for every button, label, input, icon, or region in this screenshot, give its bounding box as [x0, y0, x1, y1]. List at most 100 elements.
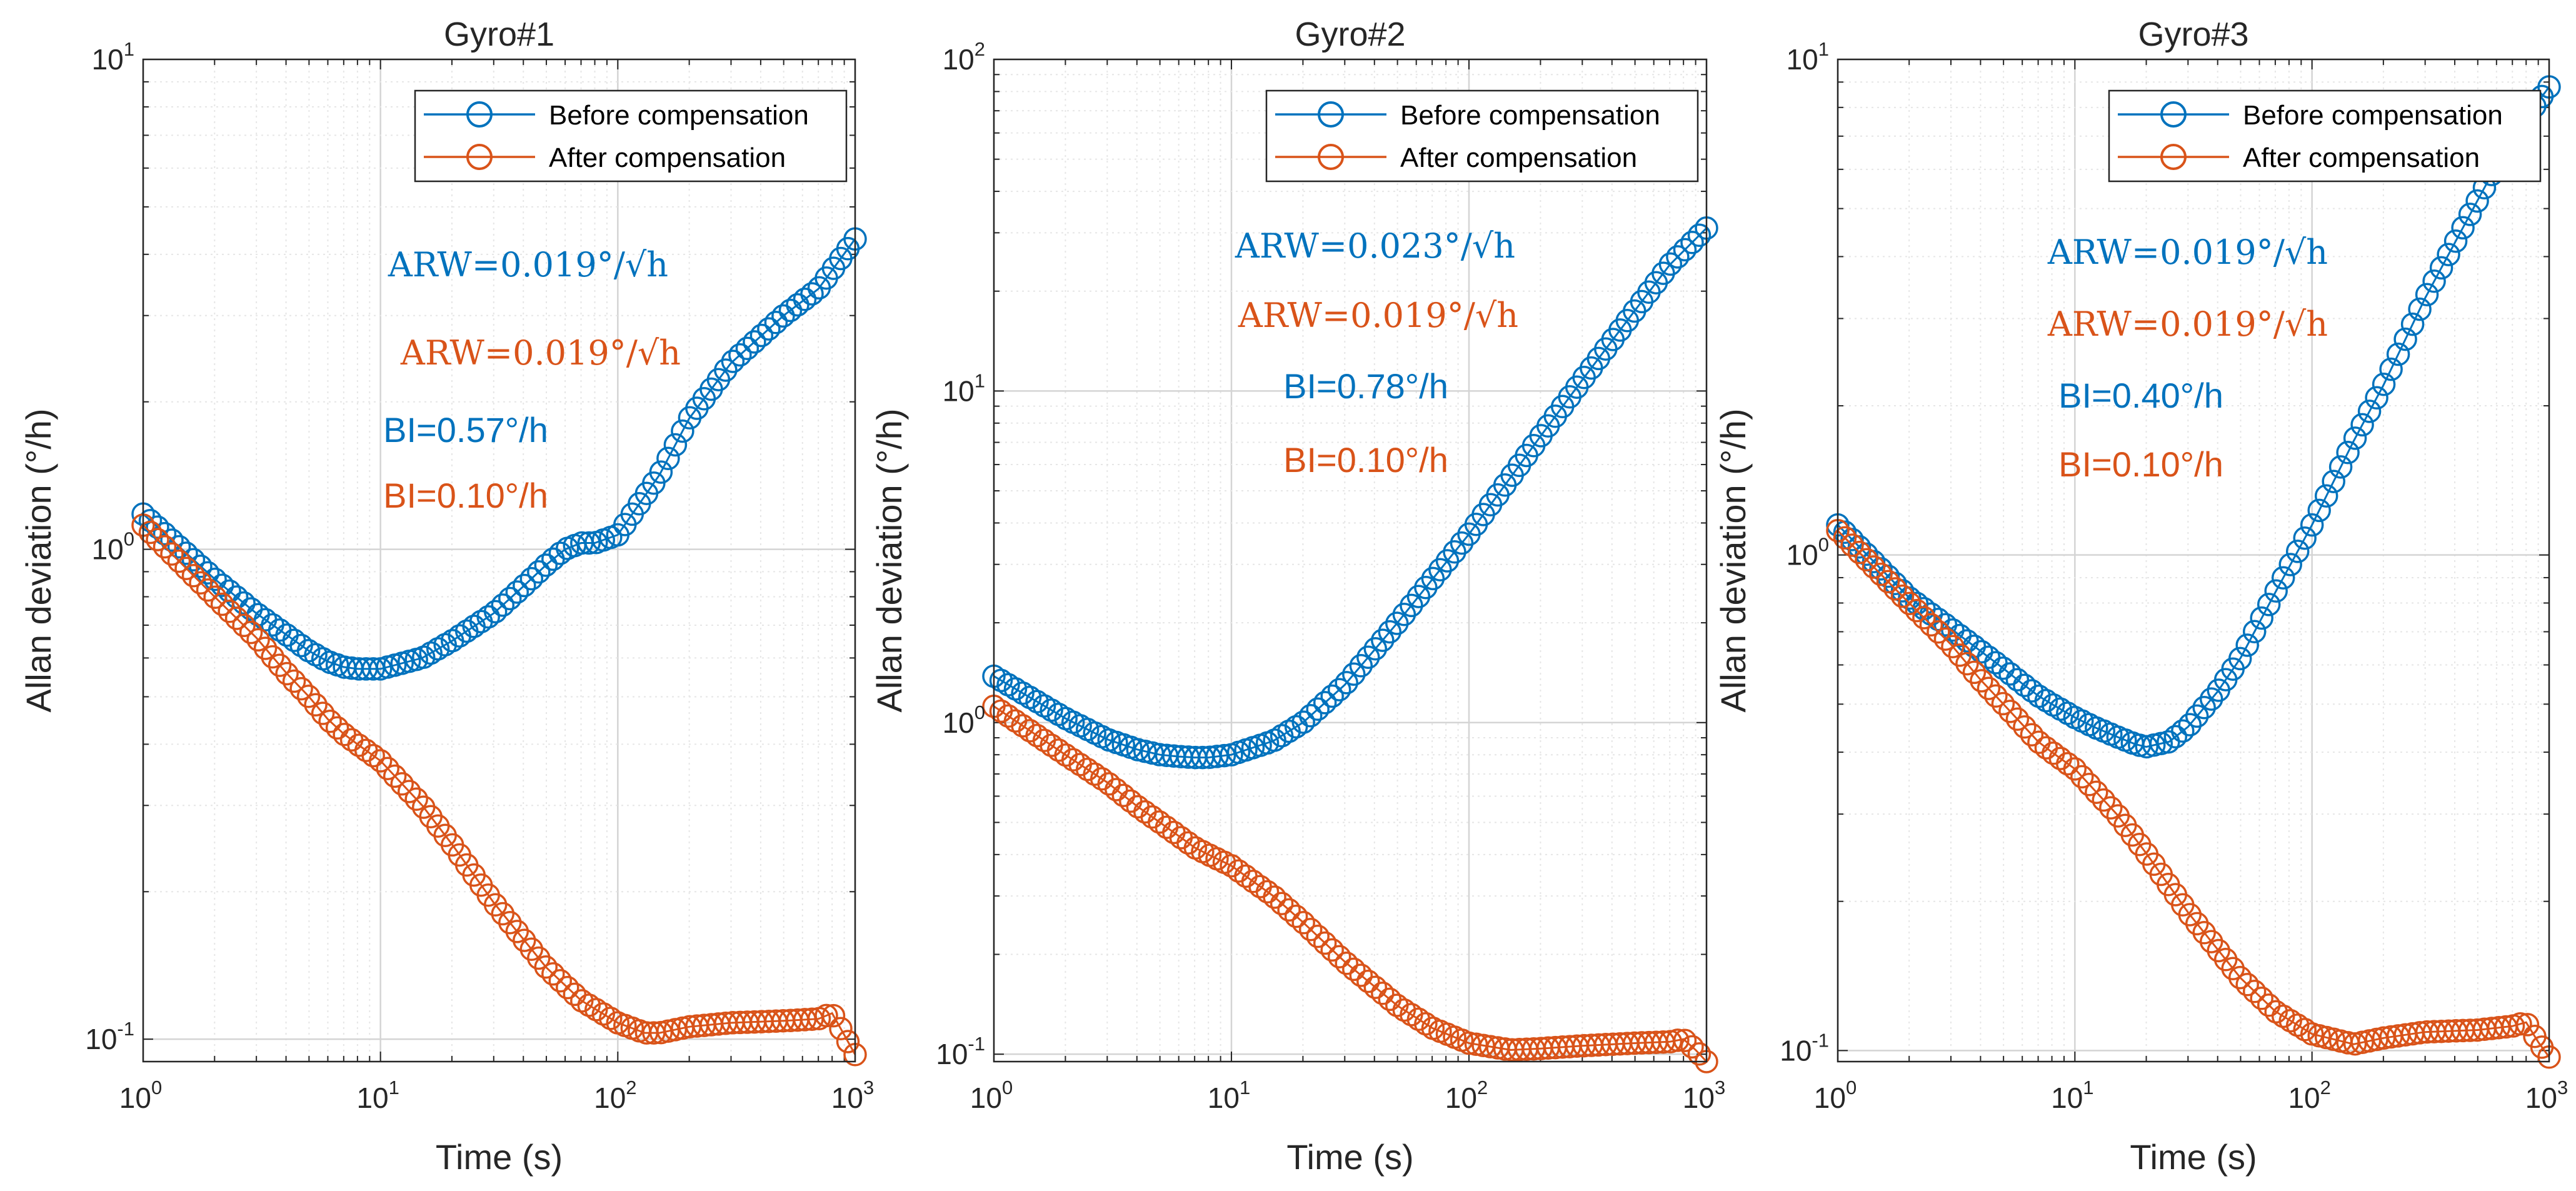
- data-point: [1385, 611, 1409, 635]
- data-point: [1327, 678, 1351, 701]
- data-point: [534, 955, 558, 979]
- data-point: [1862, 555, 1886, 579]
- legend: Before compensation After compensation: [2108, 89, 2542, 183]
- data-point: [232, 613, 256, 638]
- data-point: [325, 716, 349, 740]
- data-point: [1905, 598, 1929, 623]
- data-point: [505, 920, 529, 943]
- data-point: [728, 343, 752, 367]
- panel-gyro-2: 100 101 102 103 10-1 100 101 102 Gyro#2 Time (s) A…: [870, 16, 1725, 1177]
- series-after-compensation: [1826, 518, 2561, 1069]
- data-point: [2242, 980, 2267, 1003]
- data-point: [2372, 372, 2396, 396]
- data-point: [2293, 526, 2317, 550]
- data-point: [1111, 783, 1136, 807]
- data-point: [296, 684, 321, 708]
- x-tick-label: 100: [1814, 1077, 1857, 1114]
- data-point: [2451, 216, 2475, 240]
- annotation-arw-after: ARW=0.019°/√h: [1238, 296, 1518, 335]
- data-point: [749, 323, 774, 348]
- data-point: [1335, 671, 1358, 695]
- legend-marker: [2160, 101, 2187, 128]
- data-point: [275, 661, 299, 686]
- data-point: [1176, 831, 1200, 855]
- legend-marker: [1318, 101, 1344, 128]
- data-point: [2357, 400, 2382, 423]
- data-point: [1962, 660, 1987, 685]
- data-point: [1349, 654, 1373, 678]
- data-point: [153, 521, 177, 546]
- data-point: [210, 592, 234, 616]
- annotation-bi-before: BI=0.78°/h: [1283, 366, 1448, 406]
- y-tick-label: 100: [943, 701, 985, 739]
- data-point: [1658, 252, 1683, 276]
- data-point: [2264, 579, 2288, 603]
- data-point: [1919, 613, 1943, 637]
- data-point: [2350, 413, 2374, 437]
- data-point: [1680, 231, 1704, 254]
- data-point: [1855, 548, 1878, 572]
- data-point: [1313, 691, 1337, 715]
- y-axis-label: Allan deviation (°/h): [1713, 408, 1753, 712]
- data-point: [1991, 691, 2015, 716]
- data-point: [1912, 606, 1936, 630]
- x-axis-label: Time (s): [436, 1137, 563, 1177]
- data-point: [2386, 342, 2410, 366]
- data-point: [2063, 757, 2087, 781]
- x-tick-label: 103: [831, 1077, 874, 1114]
- data-point: [246, 628, 270, 652]
- data-point: [2458, 203, 2482, 226]
- y-axis-label: Allan deviation (°/h): [870, 408, 909, 712]
- data-point: [2085, 780, 2108, 804]
- axes-box: [1837, 58, 2550, 1063]
- data-point: [513, 573, 536, 598]
- data-point: [1284, 715, 1308, 739]
- plot-area: [1838, 59, 2549, 1062]
- data-point: [261, 645, 284, 669]
- data-point: [1255, 880, 1280, 904]
- data-point: [527, 946, 551, 970]
- x-tick-label: 102: [1445, 1077, 1488, 1114]
- data-point: [1428, 558, 1452, 581]
- y-tick-label: 10-1: [936, 1033, 985, 1070]
- x-tick-label: 102: [594, 1077, 636, 1114]
- data-point: [1876, 570, 1900, 594]
- data-point: [1984, 651, 2008, 675]
- data-point: [1933, 627, 1958, 651]
- data-point: [556, 975, 579, 1000]
- data-point: [2379, 357, 2403, 381]
- data-point: [2013, 715, 2037, 739]
- data-point: [1284, 904, 1308, 928]
- data-point: [2328, 455, 2353, 479]
- data-point: [167, 549, 191, 573]
- data-point: [527, 560, 551, 584]
- x-axis-label: Time (s): [1286, 1137, 1413, 1177]
- data-point: [2322, 470, 2345, 493]
- data-point: [671, 419, 694, 443]
- x-axis-label: Time (s): [2130, 1137, 2257, 1177]
- data-point: [1414, 1012, 1438, 1036]
- data-point: [498, 586, 522, 611]
- data-point: [1342, 662, 1366, 686]
- data-point: [289, 676, 313, 701]
- data-point: [1687, 223, 1711, 248]
- data-point: [1356, 645, 1380, 669]
- data-point: [1666, 245, 1690, 269]
- data-point: [793, 288, 817, 311]
- x-tick-label: 100: [970, 1077, 1013, 1114]
- data-point: [1363, 975, 1388, 999]
- y-tick-label: 100: [1787, 534, 1829, 571]
- data-point: [2005, 707, 2030, 731]
- data-point: [2336, 441, 2360, 465]
- data-point: [519, 937, 544, 962]
- data-point: [268, 653, 292, 677]
- data-point: [174, 541, 198, 565]
- data-point: [2027, 684, 2051, 708]
- data-point: [376, 756, 399, 780]
- data-point: [2400, 312, 2425, 336]
- y-tick-label: 101: [92, 38, 134, 76]
- data-point: [2092, 788, 2116, 812]
- data-point: [649, 460, 673, 484]
- data-point: [800, 282, 824, 306]
